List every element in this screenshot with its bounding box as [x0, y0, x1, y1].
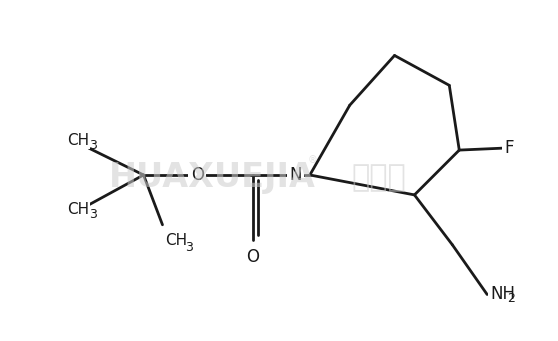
- Text: 3: 3: [185, 241, 193, 254]
- Text: O: O: [247, 248, 259, 266]
- Text: 化学加: 化学加: [352, 163, 406, 192]
- Text: ®: ®: [307, 155, 317, 165]
- Text: NH: NH: [490, 285, 515, 303]
- Text: 3: 3: [89, 208, 97, 221]
- Text: F: F: [504, 139, 513, 157]
- Text: 2: 2: [507, 292, 515, 305]
- Text: CH: CH: [66, 202, 89, 217]
- Text: O: O: [191, 166, 204, 184]
- Text: CH: CH: [166, 233, 187, 248]
- Text: CH: CH: [66, 133, 89, 148]
- Text: 3: 3: [89, 138, 97, 152]
- Text: HUAXUEJIA: HUAXUEJIA: [109, 161, 316, 194]
- Text: N: N: [290, 166, 302, 184]
